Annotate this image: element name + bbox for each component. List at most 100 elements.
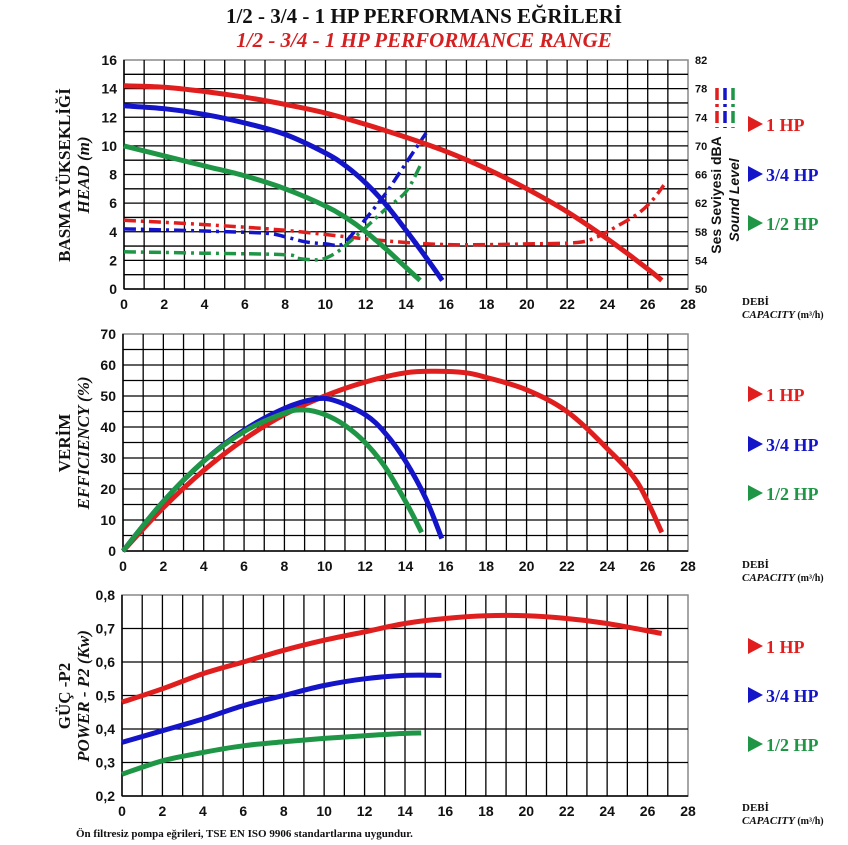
- x-tick-label: 24: [600, 296, 616, 312]
- y-tick-label: 0,6: [96, 654, 116, 670]
- x-tick-label: 28: [680, 803, 696, 819]
- legend-item-1_2hp: 1/2 HP: [748, 735, 819, 755]
- legend-label: 1 HP: [766, 637, 805, 657]
- x-tick-label: 24: [599, 803, 615, 819]
- secondary-y-tick-label: 62: [695, 198, 707, 210]
- sound-level-line-1hp: [123, 184, 666, 247]
- chart-panel-power: 0 2 4 6 8 10 12 14 16 18 20 22 24 26 280,20,30,40,50,6…: [55, 587, 824, 827]
- secondary-y-axis-label-tr: Ses Seviyesi dBA: [708, 136, 724, 254]
- y-tick-label: 14: [101, 81, 117, 97]
- y-tick-label: 8: [109, 167, 117, 183]
- secondary-y-tick-label: 54: [695, 255, 708, 267]
- x-tick-label: 28: [680, 296, 696, 312]
- y-tick-label: 6: [109, 195, 117, 211]
- triangle-right-icon: [748, 736, 763, 752]
- y-tick-label: 0,4: [96, 721, 116, 737]
- x-tick-label: 16: [438, 803, 454, 819]
- y-tick-label: 10: [100, 512, 116, 528]
- y-tick-label: 2: [109, 252, 117, 268]
- secondary-y-tick-label: 78: [695, 84, 707, 96]
- legend-item-3_4hp: 3/4 HP: [748, 435, 819, 455]
- x-tick-label: 0: [120, 296, 128, 312]
- x-tick-label: 16: [438, 296, 454, 312]
- secondary-y-tick-label: 74: [695, 112, 708, 124]
- x-axis-label-tr: DEBİ: [742, 559, 769, 571]
- y-tick-label: 60: [100, 357, 116, 373]
- power-line-3_4hp: [121, 672, 442, 745]
- x-tick-label: 18: [478, 558, 494, 574]
- x-tick-label: 14: [398, 296, 414, 312]
- x-axis-label-en: CAPACITY (m³/h): [742, 815, 824, 827]
- x-tick-label: 20: [519, 558, 535, 574]
- y-axis-label-tr: VERİM: [55, 414, 74, 473]
- legend-item-1_2hp: 1/2 HP: [748, 214, 819, 234]
- legend-label: 1/2 HP: [766, 484, 819, 504]
- y-tick-label: 0,7: [96, 621, 116, 637]
- triangle-right-icon: [748, 116, 763, 132]
- legend-label: 1/2 HP: [766, 214, 819, 234]
- triangle-right-icon: [748, 166, 763, 182]
- x-tick-label: 10: [316, 803, 332, 819]
- x-tick-label: 6: [240, 558, 248, 574]
- footnote: Ön filtresiz pompa eğrileri, TSE EN ISO …: [76, 827, 413, 840]
- y-tick-label: 0,2: [96, 788, 116, 804]
- y-tick-label: 12: [101, 109, 117, 125]
- y-tick-label: 0,5: [96, 688, 116, 704]
- secondary-y-tick-label: 82: [695, 55, 707, 67]
- x-tick-label: 20: [519, 296, 535, 312]
- x-tick-label: 2: [159, 803, 167, 819]
- legend-item-1hp: 1 HP: [748, 115, 805, 135]
- x-tick-label: 26: [640, 803, 656, 819]
- x-tick-label: 6: [239, 803, 247, 819]
- y-tick-label: 20: [100, 481, 116, 497]
- legend-item-1hp: 1 HP: [748, 385, 805, 405]
- triangle-right-icon: [748, 485, 763, 501]
- x-tick-label: 0: [119, 558, 127, 574]
- head-line-1hp: [123, 83, 664, 283]
- secondary-y-axis-label-en: Sound Level: [726, 157, 742, 241]
- secondary-y-tick-label: 58: [695, 227, 707, 239]
- x-tick-label: 18: [479, 296, 495, 312]
- y-tick-label: 0,8: [96, 587, 116, 603]
- y-axis-label-tr: BASMA YÜKSEKLİĞİ: [55, 88, 74, 262]
- legend-label: 3/4 HP: [766, 435, 819, 455]
- x-tick-label: 18: [478, 803, 494, 819]
- y-axis-label-tr: GÜÇ -P2: [55, 663, 74, 730]
- power-line-1_2hp: [121, 730, 422, 777]
- x-tick-label: 22: [559, 558, 575, 574]
- efficiency-line-1_2hp: [121, 407, 424, 553]
- x-tick-label: 4: [201, 296, 209, 312]
- x-tick-label: 16: [438, 558, 454, 574]
- legend-label: 1/2 HP: [766, 735, 819, 755]
- x-tick-label: 8: [280, 803, 288, 819]
- y-tick-label: 40: [100, 419, 116, 435]
- x-tick-label: 12: [357, 803, 373, 819]
- x-tick-label: 28: [680, 558, 696, 574]
- x-tick-label: 4: [199, 803, 207, 819]
- x-axis-label-tr: DEBİ: [742, 802, 769, 814]
- x-tick-label: 26: [640, 296, 656, 312]
- y-axis-label-en: EFFICIENCY (%): [74, 376, 93, 510]
- x-tick-label: 14: [398, 558, 414, 574]
- y-tick-label: 4: [109, 224, 117, 240]
- triangle-right-icon: [748, 638, 763, 654]
- triangle-right-icon: [748, 436, 763, 452]
- chart-panel-head: 0 2 4 6 8 10 12 14 16 18 20 22 24 26 280246810121416BA…: [55, 52, 824, 321]
- x-tick-label: 2: [159, 558, 167, 574]
- legend-label: 3/4 HP: [766, 686, 819, 706]
- x-tick-label: 6: [241, 296, 249, 312]
- secondary-y-tick-label: 66: [695, 170, 707, 182]
- x-tick-label: 4: [200, 558, 208, 574]
- y-tick-label: 16: [101, 52, 117, 68]
- x-tick-label: 10: [317, 558, 333, 574]
- y-tick-label: 70: [100, 326, 116, 342]
- x-tick-label: 8: [281, 296, 289, 312]
- y-axis-label-en: HEAD (m): [74, 137, 93, 215]
- triangle-right-icon: [748, 687, 763, 703]
- legend-label: 1 HP: [766, 115, 805, 135]
- sound-level-line-3_4hp: [123, 132, 428, 248]
- x-axis-label-en: CAPACITY (m³/h): [742, 309, 824, 321]
- x-tick-label: 22: [559, 803, 575, 819]
- legend-item-1hp: 1 HP: [748, 637, 805, 657]
